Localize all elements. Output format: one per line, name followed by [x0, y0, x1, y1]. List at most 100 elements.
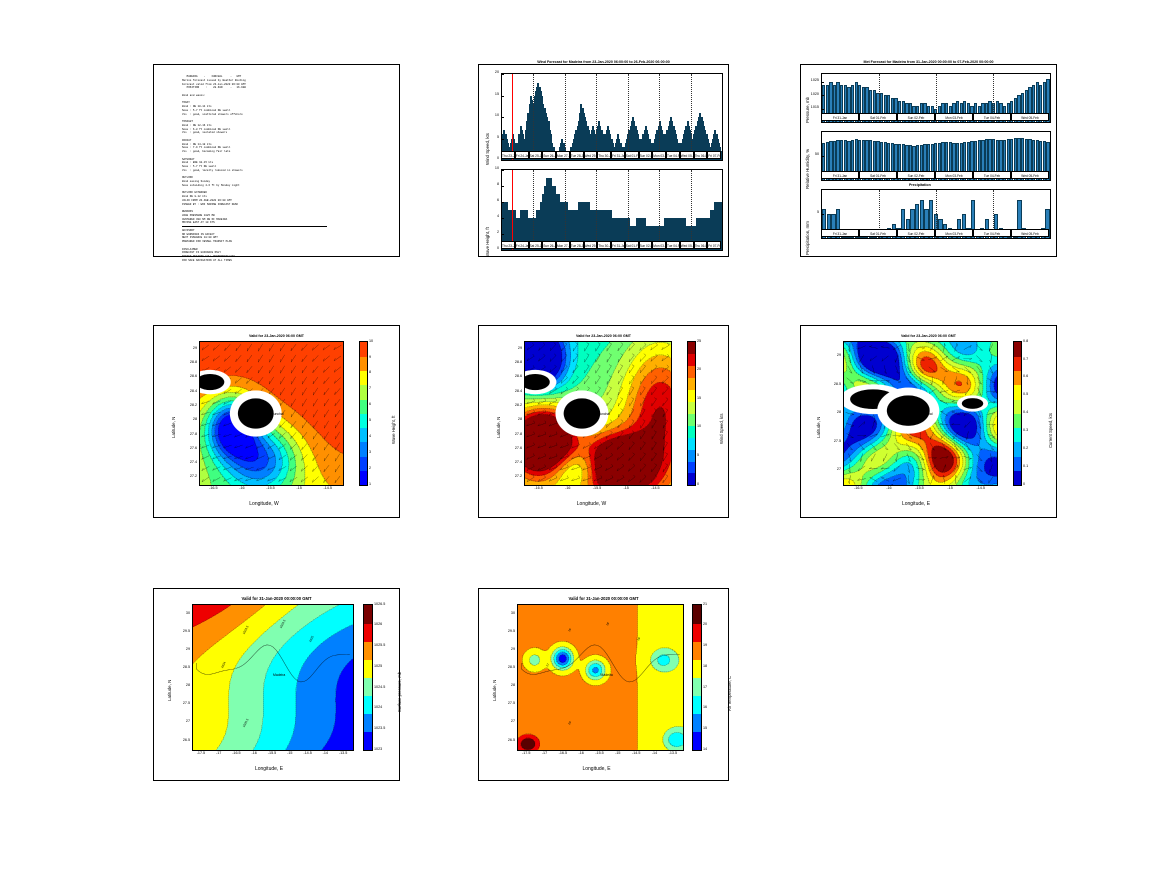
- bar: [576, 210, 578, 250]
- bar: [508, 210, 510, 250]
- day-label: Fri 24-Jan: [514, 151, 529, 159]
- bar: [642, 218, 644, 250]
- y-tick-label: 28: [185, 683, 190, 688]
- bar: [937, 142, 942, 180]
- bar: [910, 209, 915, 238]
- bar: [843, 140, 847, 180]
- bar: [984, 218, 990, 238]
- bar: [908, 103, 913, 122]
- place-label: Funchal: [271, 412, 284, 417]
- day-label: Tue 04-Feb: [973, 171, 1011, 179]
- bar: [1039, 140, 1043, 180]
- colorbar-tick-label: 10: [697, 424, 702, 429]
- bar: [676, 218, 678, 250]
- colorbar-segment: [360, 442, 367, 457]
- x-tick-label: -16.5: [534, 486, 543, 490]
- y-tick-label: 27: [510, 719, 515, 724]
- bar: [984, 103, 989, 122]
- x-tick-label: -16: [578, 751, 584, 755]
- bar: [594, 210, 596, 250]
- current-speed-field: [844, 342, 997, 485]
- colorbar-segment: [1014, 399, 1021, 414]
- bar: [887, 95, 891, 122]
- bar: [654, 226, 656, 250]
- bar: [606, 210, 608, 250]
- y-tick-label: 27.2: [514, 474, 522, 479]
- colorbar-segment: [688, 473, 695, 486]
- bar: [1028, 139, 1032, 180]
- y-tick-mark: [822, 82, 824, 83]
- bar: [988, 138, 992, 180]
- gridline: [533, 170, 535, 250]
- bar: [556, 194, 558, 250]
- bar: [506, 202, 508, 250]
- current-speed-map-panel: Valid for 23-Jan-2020 06:00 GMT Funchal …: [800, 325, 1057, 518]
- bar: [850, 139, 855, 180]
- bar: [618, 218, 620, 250]
- bar: [516, 218, 518, 250]
- bar: [1021, 138, 1025, 180]
- y-tick-mark: [502, 170, 504, 171]
- y-tick-mark: [822, 95, 824, 96]
- bar: [1010, 138, 1014, 180]
- bar: [1042, 82, 1047, 122]
- colorbar-segment: [693, 677, 701, 697]
- bar: [901, 144, 905, 180]
- bar: [706, 218, 708, 250]
- colorbar-tick-label: 0.7: [1023, 356, 1029, 361]
- day-label: Sun 02-Feb: [638, 241, 653, 249]
- bar: [858, 84, 862, 122]
- bar: [1021, 92, 1025, 122]
- bar: [674, 218, 676, 250]
- x-tick-label: -14.5: [323, 486, 332, 490]
- day-label: Fri 31-Jan: [611, 241, 625, 249]
- y-tick-label: 28.6: [514, 374, 522, 379]
- day-label: Thu 23-Jan: [501, 241, 515, 249]
- bar: [662, 226, 664, 250]
- y-tick-label: 28.8: [189, 360, 197, 365]
- bar: [684, 218, 686, 250]
- bar: [905, 144, 909, 180]
- y-tick-label: 29.5: [507, 628, 515, 633]
- bar: [592, 210, 594, 250]
- gridline: [993, 190, 994, 238]
- day-label: Sun 26-Jan: [542, 151, 557, 159]
- bar: [616, 218, 618, 250]
- bar: [945, 103, 949, 122]
- y-tick-label: 27.2: [189, 474, 197, 479]
- y-tick-mark: [502, 202, 504, 203]
- bar: [1017, 199, 1022, 238]
- colorbar-segment: [360, 370, 367, 386]
- colorbar-segment: [364, 659, 372, 678]
- bar: [1017, 95, 1021, 122]
- bar: [1013, 138, 1018, 180]
- bar: [955, 100, 960, 122]
- bar: [869, 90, 873, 122]
- bar: [995, 139, 999, 180]
- colorbar-tick-label: 15: [703, 725, 708, 730]
- wind-speed-map-axes: Funchal: [524, 341, 672, 486]
- surface-pressure-map-axes: Madeira 1023.5 1024 1024.5 1025 1025.5: [192, 604, 354, 751]
- bar: [924, 209, 929, 238]
- bar: [510, 210, 512, 250]
- colorbar-tick-label: 0.1: [1023, 463, 1029, 468]
- y-tick-label: 27.5: [182, 701, 190, 706]
- bar: [883, 95, 887, 122]
- y-tick-mark: [502, 95, 504, 96]
- bar: [558, 194, 560, 250]
- y-tick-label: 27.6: [514, 445, 522, 450]
- gridline: [993, 74, 994, 122]
- surface-pressure-map-panel: Valid for 31-Jan-2020 00:00:00 GMT Madei…: [153, 588, 402, 781]
- bar: [1031, 84, 1036, 122]
- gridline: [690, 74, 692, 160]
- day-label: Fri 07-Feb: [707, 241, 722, 249]
- bar: [923, 144, 927, 180]
- bar: [1035, 82, 1039, 122]
- bar: [680, 218, 682, 250]
- bar: [720, 151, 722, 160]
- y-tick-label: 27.6: [189, 445, 197, 450]
- colorbar-tick-label: 0.4: [1023, 410, 1029, 415]
- colorbar-segment: [688, 401, 695, 414]
- bar: [952, 103, 956, 122]
- bar: [652, 226, 654, 250]
